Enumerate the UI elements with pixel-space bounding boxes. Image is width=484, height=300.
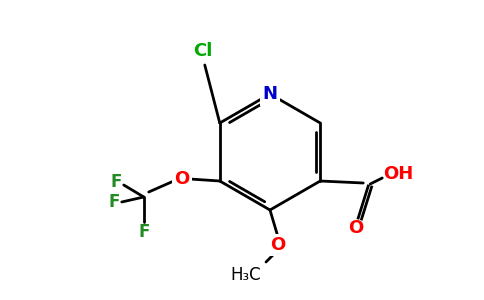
Text: N: N bbox=[262, 85, 277, 103]
Text: F: F bbox=[108, 193, 120, 211]
Text: O: O bbox=[271, 236, 286, 254]
Text: O: O bbox=[348, 219, 364, 237]
Text: F: F bbox=[138, 223, 150, 241]
Text: OH: OH bbox=[383, 165, 413, 183]
Text: H₃C: H₃C bbox=[231, 266, 261, 284]
Text: Cl: Cl bbox=[193, 42, 212, 60]
Text: F: F bbox=[110, 173, 121, 191]
Text: O: O bbox=[174, 170, 189, 188]
